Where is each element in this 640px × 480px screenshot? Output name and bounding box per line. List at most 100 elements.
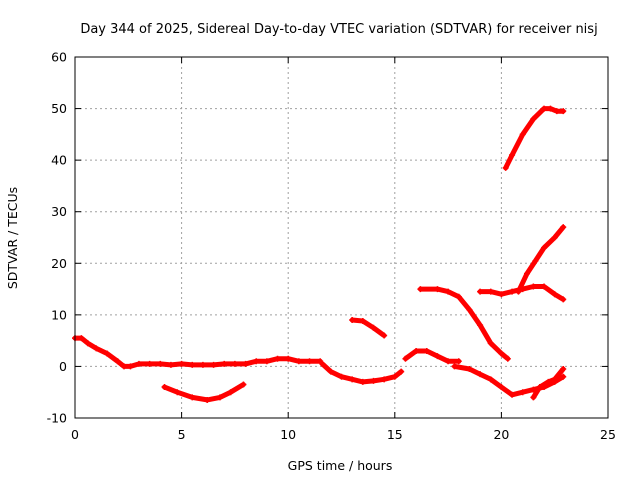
- y-axis-label: SDTVAR / TECUs: [5, 187, 20, 289]
- data-series-6: [417, 286, 511, 362]
- data-point: [359, 378, 366, 385]
- data-series-11: [502, 105, 567, 171]
- data-point: [391, 373, 398, 380]
- data-series-2: [161, 381, 247, 403]
- data-point: [161, 384, 168, 391]
- data-point: [487, 288, 494, 295]
- series-trace: [417, 286, 511, 362]
- data-point: [167, 361, 174, 368]
- chart-title: Day 344 of 2025, Sidereal Day-to-day VTE…: [80, 22, 597, 37]
- data-point: [466, 306, 473, 313]
- data-point: [551, 376, 558, 383]
- data-point: [509, 151, 516, 158]
- data-point: [240, 381, 247, 388]
- grid-lines: [75, 57, 608, 418]
- data-point: [560, 366, 567, 373]
- data-point: [560, 296, 567, 303]
- data-point: [551, 291, 558, 298]
- data-point: [295, 358, 302, 365]
- y-tick-label: 40: [51, 153, 67, 168]
- data-point: [221, 360, 228, 367]
- series-trace: [72, 335, 323, 369]
- data-point: [189, 394, 196, 401]
- data-point: [319, 360, 326, 367]
- data-point: [498, 291, 505, 298]
- data-point: [93, 345, 100, 352]
- data-point: [370, 324, 377, 331]
- data-point: [84, 340, 91, 347]
- data-point: [285, 355, 292, 362]
- data-point: [530, 283, 537, 290]
- data-series-5: [402, 347, 462, 365]
- x-tick-label: 0: [71, 427, 79, 442]
- series-trace: [503, 106, 566, 171]
- data-point: [189, 361, 196, 368]
- data-point: [519, 131, 526, 138]
- x-tick-label: 15: [387, 427, 403, 442]
- data-point: [227, 389, 234, 396]
- data-point: [502, 164, 509, 171]
- data-point: [306, 358, 313, 365]
- data-point: [487, 340, 494, 347]
- data-point: [560, 108, 567, 115]
- data-point: [466, 366, 473, 373]
- data-point: [536, 384, 543, 391]
- data-point: [204, 396, 211, 403]
- data-point: [498, 350, 505, 357]
- data-point: [417, 286, 424, 293]
- x-tick-label: 5: [178, 427, 186, 442]
- x-tick-label: 25: [600, 427, 616, 442]
- data-point: [327, 368, 334, 375]
- data-point: [216, 394, 223, 401]
- data-point: [338, 373, 345, 380]
- data-point: [135, 360, 142, 367]
- data-point: [477, 371, 484, 378]
- data-point: [523, 270, 530, 277]
- data-series-1: [72, 335, 324, 370]
- data-point: [349, 376, 356, 383]
- series-trace: [349, 317, 387, 338]
- data-point: [551, 234, 558, 241]
- data-point: [451, 363, 458, 370]
- data-point: [413, 347, 420, 354]
- plot-frame: [74, 56, 609, 419]
- data-point: [530, 115, 537, 122]
- y-tick-label: 20: [51, 256, 67, 271]
- data-point: [274, 355, 281, 362]
- data-point: [434, 286, 441, 293]
- data-point: [381, 332, 388, 339]
- data-point: [560, 224, 567, 231]
- data-series-8: [530, 366, 567, 401]
- data-point: [398, 368, 405, 375]
- series-trace: [516, 224, 566, 295]
- data-point: [455, 293, 462, 300]
- data-point: [121, 363, 128, 370]
- data-point: [455, 358, 462, 365]
- x-tick-label: 20: [493, 427, 509, 442]
- data-point: [504, 355, 511, 362]
- data-point: [359, 318, 366, 325]
- data-point: [146, 360, 153, 367]
- data-point: [541, 105, 548, 112]
- data-point: [445, 358, 452, 365]
- data-point: [370, 377, 377, 384]
- data-point: [545, 378, 552, 385]
- y-tick-label: 30: [51, 204, 67, 219]
- data-point: [210, 361, 217, 368]
- data-point: [509, 391, 516, 398]
- x-tick-label: 10: [280, 427, 296, 442]
- data-point: [349, 317, 356, 324]
- data-point: [78, 335, 85, 342]
- data-series-9: [477, 283, 567, 303]
- data-point: [560, 373, 567, 380]
- data-point: [199, 361, 206, 368]
- data-point: [114, 358, 121, 365]
- data-point: [178, 360, 185, 367]
- data-point: [231, 360, 238, 367]
- data-point: [541, 283, 548, 290]
- data-points: [72, 105, 567, 403]
- series-trace: [403, 348, 462, 364]
- data-point: [242, 360, 249, 367]
- data-point: [253, 358, 260, 365]
